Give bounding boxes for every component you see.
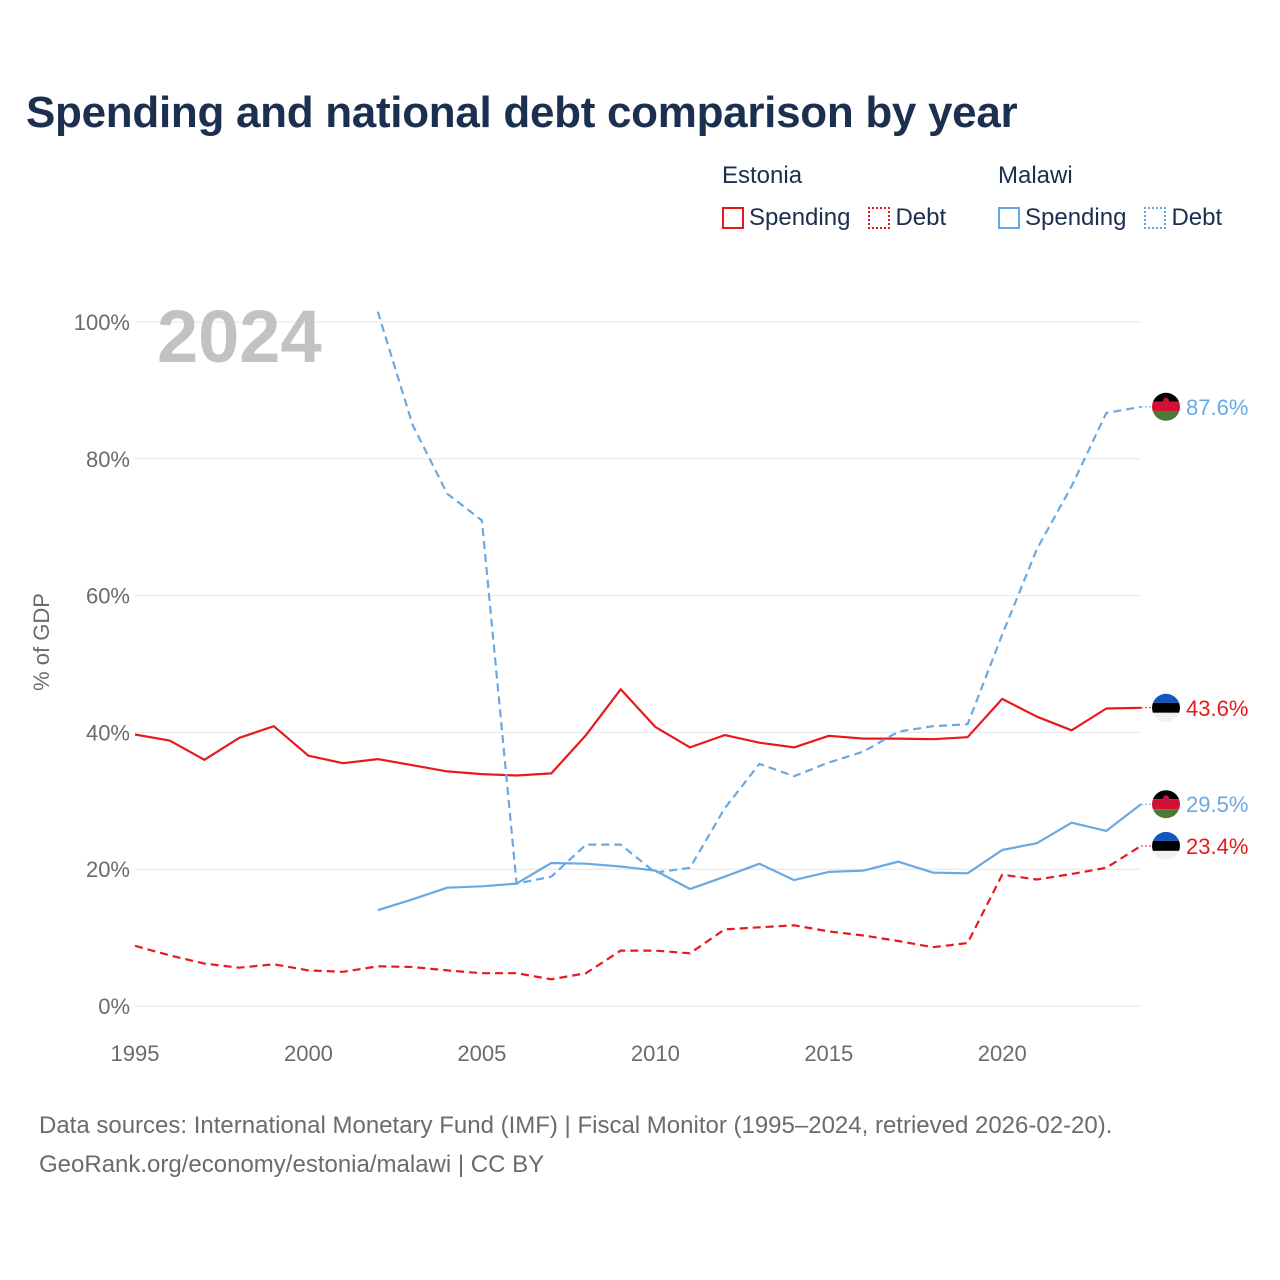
legend-item-label: Spending xyxy=(749,204,851,231)
end-label-malawi-debt: 87.6% xyxy=(1186,395,1248,420)
x-tick-label: 2000 xyxy=(284,1041,333,1066)
legend-group-estonia: Estonia Spending Debt xyxy=(722,162,946,232)
legend-item-label: Spending xyxy=(1025,204,1127,231)
x-tick-label: 2010 xyxy=(631,1041,680,1066)
x-tick-label: 2005 xyxy=(457,1041,506,1066)
data-source-note: Data sources: International Monetary Fun… xyxy=(39,1112,1113,1139)
chart-title: Spending and national debt comparison by… xyxy=(26,88,1018,137)
legend-item-malawi-debt[interactable]: Debt xyxy=(1144,204,1222,232)
legend-item-estonia-spending[interactable]: Spending xyxy=(722,204,850,232)
series-layer xyxy=(134,311,1142,981)
estonia-flag-icon xyxy=(1152,693,1180,722)
series-line-malawi-spending xyxy=(377,803,1142,912)
y-tick-label: 20% xyxy=(86,857,130,882)
legend-group-name: Malawi xyxy=(998,162,1073,189)
legend-item-label: Debt xyxy=(1171,204,1223,231)
y-tick-label: 40% xyxy=(86,720,130,745)
legend-item-estonia-debt[interactable]: Debt xyxy=(868,204,946,232)
end-markers: 43.6% 23.4% 29.5% 87.6% xyxy=(1141,392,1248,860)
x-tick-label: 2015 xyxy=(804,1041,853,1066)
x-axis: 1995 2000 2005 2010 2015 2020 xyxy=(111,1041,1027,1066)
y-axis: 0% 20% 40% 60% 80% 100% xyxy=(74,310,130,1019)
end-label-estonia-spending: 43.6% xyxy=(1186,696,1248,721)
estonia-flag-icon xyxy=(1152,831,1180,860)
legend-swatch-solid xyxy=(722,207,744,229)
series-line-estonia-spending xyxy=(134,688,1142,777)
year-watermark: 2024 xyxy=(157,295,322,378)
legend-item-label: Debt xyxy=(895,204,947,231)
line-chart: 0% 20% 40% 60% 80% 100% 1995 2000 2005 2010 2015 2… xyxy=(29,295,1248,1066)
attribution: GeoRank.org/economy/estonia/malawi | CC … xyxy=(39,1151,545,1178)
series-line-estonia-debt xyxy=(134,844,1142,981)
end-label-estonia-debt: 23.4% xyxy=(1186,834,1248,859)
legend-item-malawi-spending[interactable]: Spending xyxy=(998,204,1126,232)
x-tick-label: 1995 xyxy=(111,1041,160,1066)
y-tick-label: 0% xyxy=(98,994,130,1019)
end-label-malawi-spending: 29.5% xyxy=(1186,792,1248,817)
y-tick-label: 80% xyxy=(86,447,130,472)
footer: Data sources: International Monetary Fun… xyxy=(39,1106,1112,1184)
legend-group-malawi: Malawi Spending Debt xyxy=(998,162,1222,232)
y-tick-label: 60% xyxy=(86,584,130,609)
legend-group-name: Estonia xyxy=(722,162,803,189)
legend-swatch-solid xyxy=(998,207,1020,229)
legend-swatch-dotted xyxy=(868,207,891,229)
y-axis-label: % of GDP xyxy=(29,593,54,691)
series-line-malawi-debt xyxy=(376,311,1142,885)
malawi-flag-icon xyxy=(1152,392,1180,421)
y-tick-label: 100% xyxy=(74,310,130,335)
legend-swatch-dotted xyxy=(1144,207,1167,229)
malawi-flag-icon xyxy=(1152,790,1180,819)
x-tick-label: 2020 xyxy=(978,1041,1027,1066)
